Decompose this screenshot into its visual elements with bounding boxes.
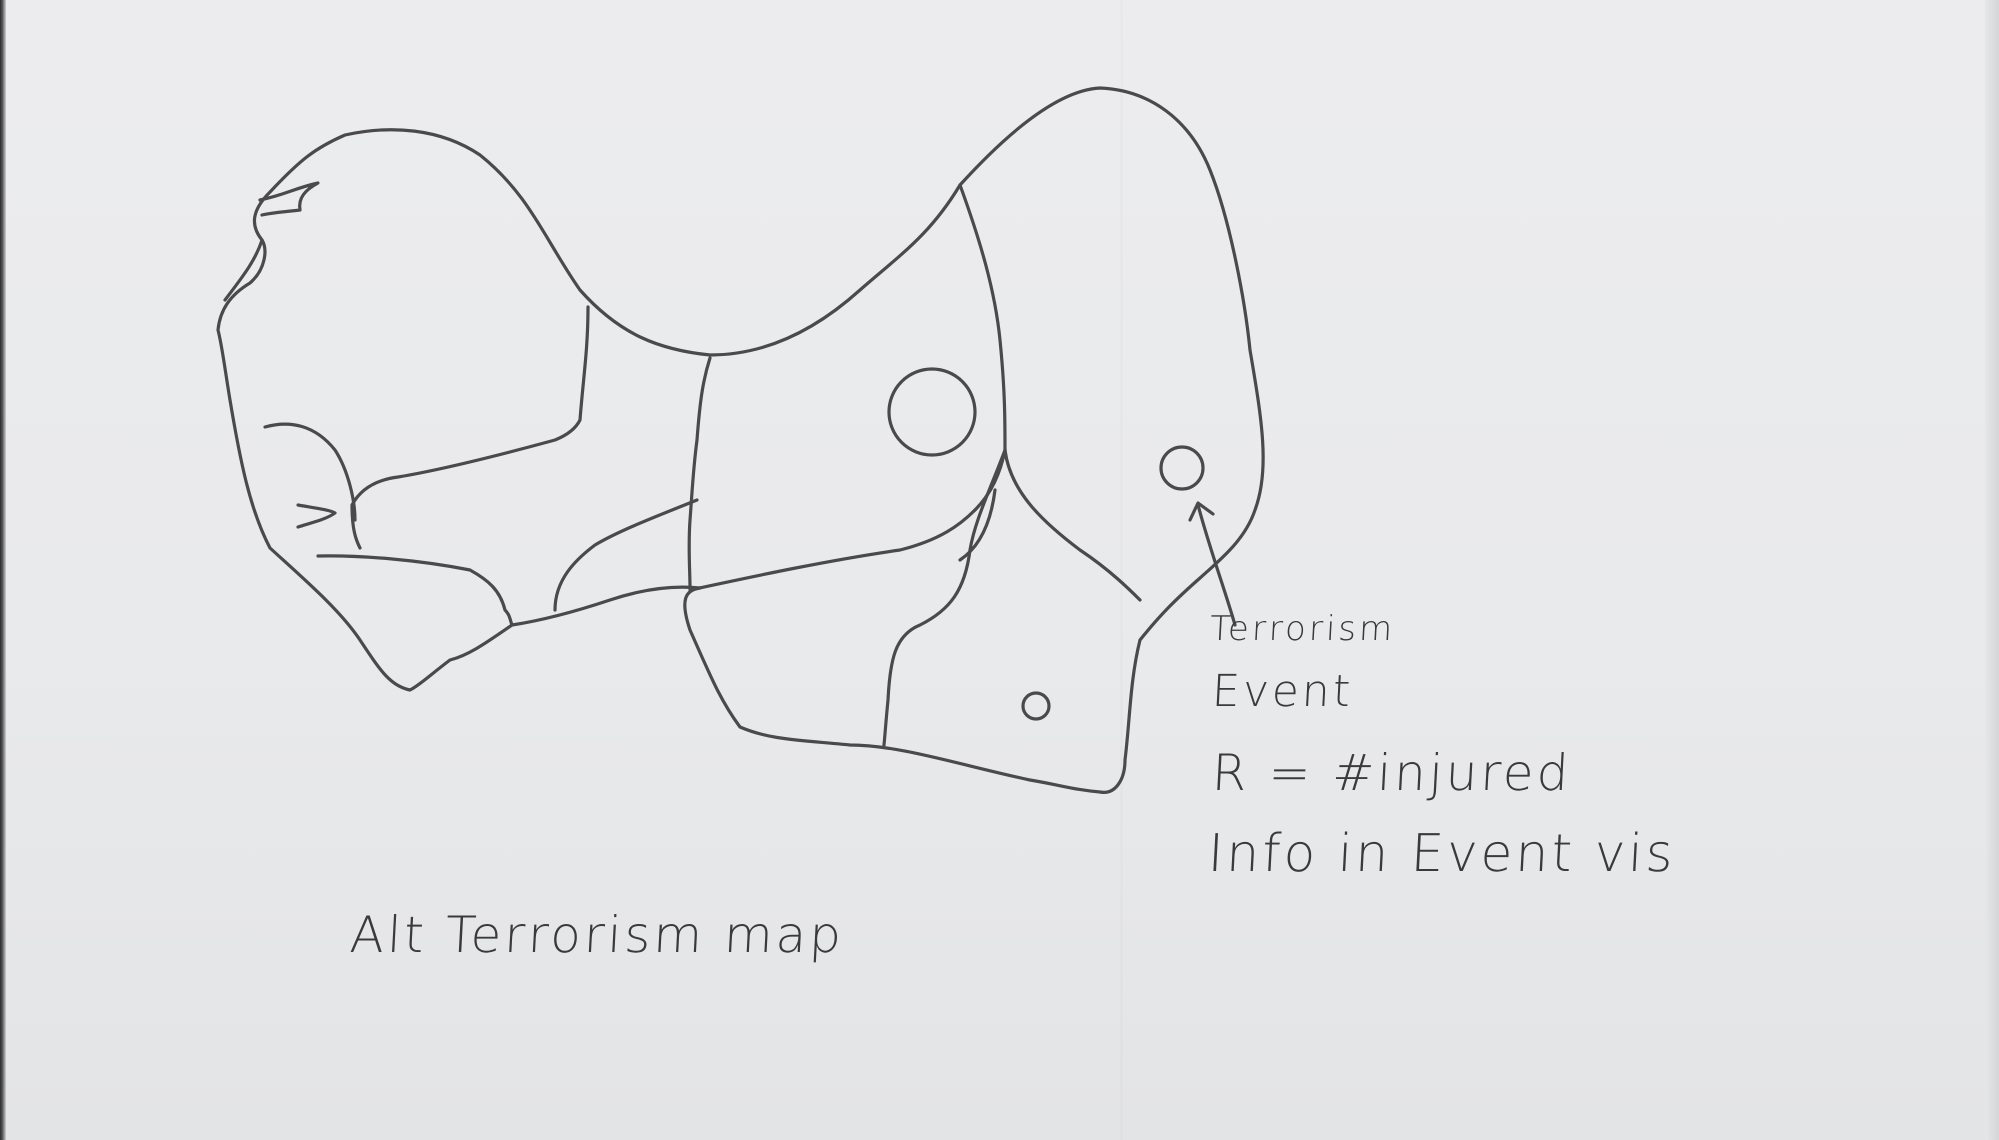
border-center-right (958, 183, 1007, 512)
map-caption: Alt Terrorism map (348, 906, 846, 964)
legend-arrow (1196, 503, 1237, 627)
outline-detail (258, 181, 320, 217)
border-left-vertical (350, 305, 590, 550)
border-center-diagonal (553, 498, 699, 612)
legend-event-label: Event (1210, 666, 1355, 717)
legend-info-label: Info in Event vis (1206, 824, 1678, 884)
paper-right-edge (1985, 0, 1999, 1140)
legend-radius-label: R = #injured (1210, 744, 1573, 802)
border-left-lower (316, 554, 514, 627)
legend-arrow-head (1188, 501, 1215, 522)
border-center-left (687, 356, 712, 590)
paper-crease (1120, 0, 1123, 1140)
outline-detail-2 (223, 238, 264, 302)
event-marker-large[interactable] (887, 367, 977, 457)
border-lower-right-2 (958, 488, 997, 562)
event-marker-small[interactable] (1021, 691, 1051, 721)
border-lower-right (882, 448, 1007, 747)
map-outline (216, 86, 1265, 794)
border-center-horizontal (688, 508, 977, 592)
border-left-coast-mark (296, 503, 337, 529)
event-marker-medium[interactable] (1159, 445, 1205, 491)
border-right-diagonal (1003, 448, 1142, 602)
paper-left-edge (0, 0, 6, 1140)
border-left-coast (263, 422, 357, 522)
legend-terrorism-label: Terrorism (1208, 609, 1397, 649)
